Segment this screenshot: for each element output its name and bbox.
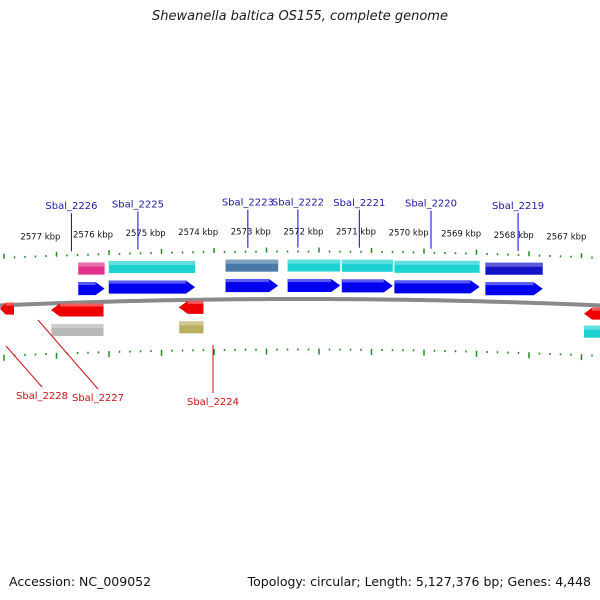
gene-label-sbal-2226: Sbal_2226 xyxy=(45,201,97,212)
cog-bar-sbal-2227-highlight xyxy=(51,324,104,329)
cds-arrow-sbal-2225-highlight xyxy=(108,280,187,284)
cds-arrow-sbal-2226-highlight xyxy=(78,282,96,286)
gene-label-sbal-2219: Sbal_2219 xyxy=(492,201,544,212)
cds-arrow-sbal-2221 xyxy=(341,279,393,293)
gene-label-sbal-2222: Sbal_2222 xyxy=(272,198,324,209)
cds-arrow-sbal-2222 xyxy=(287,279,341,293)
scale-label: 2572 kbp xyxy=(283,228,323,238)
cds-arrow-sbal-2224-highlight xyxy=(187,300,204,304)
cds-arrow-edge-right-highlight xyxy=(592,307,600,311)
genome-backbone xyxy=(0,297,600,308)
cds-arrow-sbal-2223 xyxy=(225,279,279,293)
scale-label: 2577 kbp xyxy=(20,232,60,242)
gene-label-sbal-2228: Sbal_2228 xyxy=(16,391,68,402)
cds-arrow-sbal-2220 xyxy=(394,280,480,294)
scale-label: 2571 kbp xyxy=(336,228,376,238)
cog-bar-edge-right-highlight xyxy=(584,325,600,330)
upper-scale-ticks xyxy=(3,247,593,259)
cog-bar-sbal-2220-highlight xyxy=(394,260,480,265)
cds-arrow-sbal-2220-highlight xyxy=(394,280,471,284)
cds-arrow-edge-left-highlight xyxy=(5,302,14,306)
cds-arrow-sbal-2223-highlight xyxy=(225,279,270,283)
scale-label: 2574 kbp xyxy=(178,228,218,238)
gene-label-sbal-2227: Sbal_2227 xyxy=(72,393,124,404)
scale-label: 2569 kbp xyxy=(441,229,481,239)
cds-arrow-sbal-2224 xyxy=(178,300,204,314)
scale-label: 2576 kbp xyxy=(73,231,113,241)
cog-bar-sbal-2226-highlight xyxy=(78,262,105,267)
gene-label-leader xyxy=(5,345,43,388)
gene-label-sbal-2221: Sbal_2221 xyxy=(333,198,385,209)
cog-bar-sbal-2224-highlight xyxy=(179,321,204,326)
scale-label: 2567 kbp xyxy=(546,233,586,243)
cog-bar-sbal-2219-highlight xyxy=(485,262,543,267)
gene-label-sbal-2225: Sbal_2225 xyxy=(112,199,164,210)
cds-arrow-sbal-2222-highlight xyxy=(287,279,332,283)
cog-bar-sbal-2223-highlight xyxy=(225,259,279,264)
cog-bar-sbal-2222-highlight xyxy=(287,259,341,264)
scale-label: 2568 kbp xyxy=(494,231,534,241)
gene-label-sbal-2220: Sbal_2220 xyxy=(405,199,457,210)
cog-bar-sbal-2225-highlight xyxy=(108,261,196,266)
scale-labels: 2577 kbp 2576 kbp 2575 kbp 2574 kbp 2573 kbp… xyxy=(20,228,586,243)
lower-scale-ticks xyxy=(3,348,593,361)
cog-bar-sbal-2221-highlight xyxy=(341,259,393,264)
cds-arrow-sbal-2219 xyxy=(485,282,543,296)
map-title: Shewanella baltica OS155, complete genom… xyxy=(152,9,448,24)
gene-label-sbal-2223: Sbal_2223 xyxy=(222,198,274,209)
cds-arrow-sbal-2226 xyxy=(78,282,105,296)
scale-label: 2570 kbp xyxy=(389,228,429,238)
scale-label: 2573 kbp xyxy=(231,228,271,238)
cds-arrow-sbal-2227-highlight xyxy=(59,303,104,307)
genome-summary-text: Topology: circular; Length: 5,127,376 bp… xyxy=(247,574,591,589)
cds-arrow-sbal-2219-highlight xyxy=(485,282,534,286)
cog-feature-bars xyxy=(51,259,600,338)
accession-text: Accession: NC_009052 xyxy=(9,574,152,589)
scale-label: 2575 kbp xyxy=(126,229,166,239)
gene-label-sbal-2224: Sbal_2224 xyxy=(187,397,239,408)
cds-arrows xyxy=(0,279,600,320)
gene-label-leader xyxy=(37,319,99,390)
cds-arrow-sbal-2221-highlight xyxy=(341,279,384,283)
cds-arrow-sbal-2225 xyxy=(108,280,196,294)
cds-arrow-sbal-2227 xyxy=(50,303,104,317)
